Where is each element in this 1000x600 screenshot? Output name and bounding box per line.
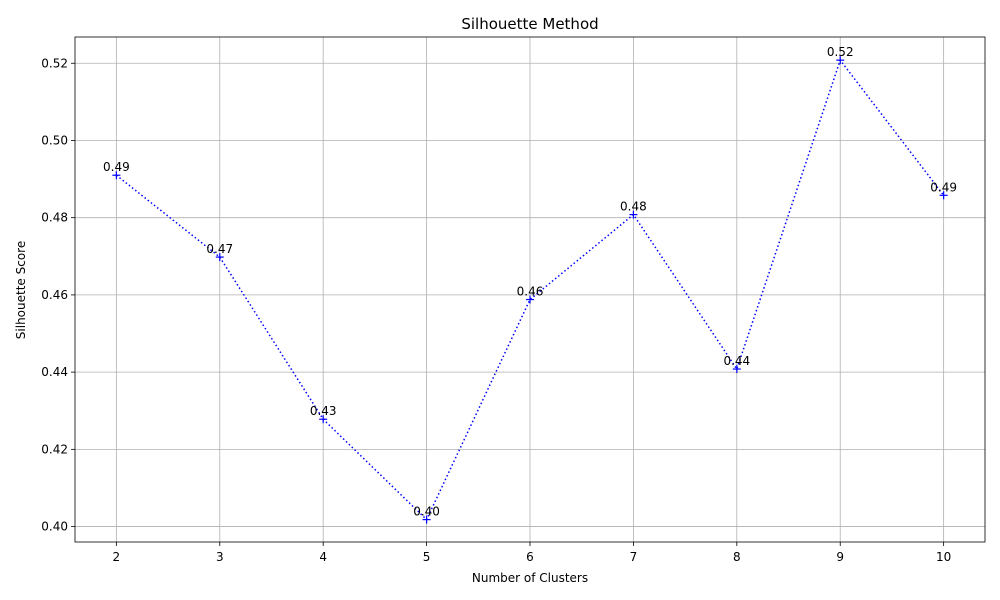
data-label: 0.46 [517, 285, 544, 299]
x-tick-label: 9 [836, 550, 844, 564]
x-tick-label: 7 [630, 550, 638, 564]
data-label: 0.43 [310, 404, 337, 418]
grid [75, 37, 985, 542]
data-label: 0.44 [723, 354, 750, 368]
x-tick-label: 6 [526, 550, 534, 564]
x-tick-label: 3 [216, 550, 224, 564]
chart-title: Silhouette Method [461, 15, 598, 33]
y-tick-label: 0.48 [41, 211, 68, 225]
data-labels: 0.49 0.47 0.43 0.40 0.46 0.48 0.44 0.52 0.49 [103, 45, 957, 518]
data-label: 0.47 [206, 242, 233, 256]
y-tick-label: 0.46 [41, 288, 68, 302]
data-label: 0.49 [930, 180, 957, 194]
data-point [215, 253, 224, 262]
x-axis-label: Number of Clusters [472, 571, 588, 585]
data-label: 0.48 [620, 200, 647, 214]
x-tick-label: 4 [319, 550, 327, 564]
x-tick-label: 5 [423, 550, 431, 564]
series-silhouette-score [112, 56, 948, 524]
data-point [836, 56, 845, 65]
y-tick-label: 0.42 [41, 442, 68, 456]
y-tick-label: 0.52 [41, 56, 68, 70]
x-tick-label: 2 [113, 550, 121, 564]
data-point [732, 365, 741, 374]
data-point [939, 191, 948, 200]
axis-ticks: 2 3 4 5 6 7 8 9 10 0.40 0.42 0.44 0.46 0.48 0.50 0.52 [41, 56, 951, 564]
y-tick-label: 0.40 [41, 520, 68, 534]
data-label: 0.52 [827, 45, 854, 59]
y-tick-label: 0.44 [41, 365, 68, 379]
series-line [115, 58, 945, 521]
x-tick-label: 10 [936, 550, 951, 564]
data-point [112, 171, 121, 180]
data-label: 0.40 [413, 505, 440, 519]
data-point [629, 210, 638, 219]
x-tick-label: 8 [733, 550, 741, 564]
data-label: 0.49 [103, 160, 130, 174]
y-axis-label: Silhouette Score [14, 241, 28, 339]
data-point [319, 415, 328, 424]
y-tick-label: 0.50 [41, 133, 68, 147]
data-point [422, 515, 431, 524]
data-point [526, 295, 534, 304]
